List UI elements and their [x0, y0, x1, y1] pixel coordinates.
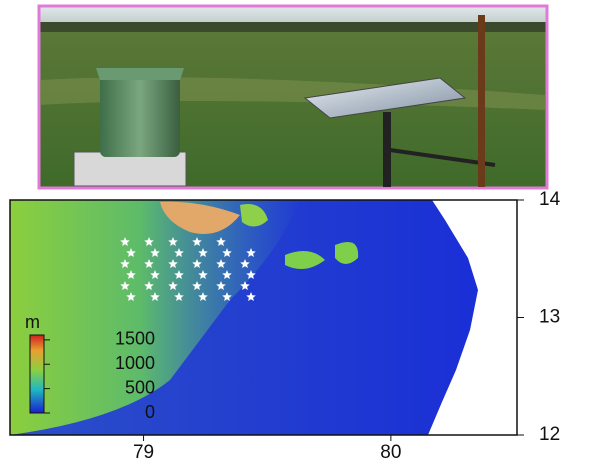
station-star — [120, 281, 130, 290]
colorbar-bar — [29, 334, 45, 414]
station-star — [150, 248, 160, 257]
station-star — [168, 281, 178, 290]
station-star — [168, 259, 178, 268]
gauge-base — [73, 151, 187, 187]
station-star — [174, 248, 184, 257]
highland — [10, 200, 300, 435]
station-star — [216, 281, 226, 290]
station-star — [240, 281, 250, 290]
station-star — [246, 248, 256, 257]
tree-line — [40, 22, 546, 32]
station-star — [174, 292, 184, 301]
station-star — [192, 237, 202, 246]
station-star — [222, 270, 232, 279]
y-tick-label: 13 — [539, 307, 560, 328]
station-star — [126, 248, 136, 257]
hill — [240, 204, 268, 227]
colorbar-tick-label: 500 — [125, 377, 155, 397]
station-star — [120, 259, 130, 268]
x-tick-label: 80 — [380, 442, 401, 463]
map: m 0 500 1000 1500 79 80 12 13 14 — [9, 189, 561, 463]
station-star — [198, 248, 208, 257]
station-star — [144, 237, 154, 246]
colorbar-tick-label: 1000 — [115, 353, 155, 373]
station-star — [198, 292, 208, 301]
station-star — [144, 281, 154, 290]
station-star — [192, 281, 202, 290]
solar-panel — [303, 77, 467, 119]
stations — [120, 237, 256, 301]
station-star — [168, 237, 178, 246]
panel-brace — [389, 148, 496, 167]
gauge-top — [96, 68, 184, 80]
colorbar-tick-label: 1500 — [115, 329, 155, 349]
colorbar-tick-label: 0 — [145, 402, 155, 422]
peak-area — [160, 201, 240, 234]
station-star — [222, 248, 232, 257]
station-star — [198, 270, 208, 279]
hill — [285, 251, 325, 269]
station-star — [150, 270, 160, 279]
panel-pole — [383, 112, 391, 187]
hill — [335, 241, 359, 264]
colorbar: m 0 500 1000 1500 — [25, 312, 155, 422]
station-star — [216, 237, 226, 246]
rain-gauge — [100, 75, 180, 157]
station-star — [174, 270, 184, 279]
mast — [478, 15, 485, 187]
station-star — [120, 237, 130, 246]
photo — [37, 4, 549, 190]
y-tick-label: 14 — [539, 189, 561, 210]
station-star — [246, 292, 256, 301]
station-star — [222, 292, 232, 301]
station-star — [240, 259, 250, 268]
station-star — [192, 259, 202, 268]
station-star — [144, 259, 154, 268]
station-star — [126, 270, 136, 279]
station-star — [126, 292, 136, 301]
station-star — [216, 259, 226, 268]
y-tick-label: 12 — [539, 424, 560, 445]
x-tick-label: 79 — [133, 442, 154, 463]
station-star — [150, 292, 160, 301]
colorbar-unit: m — [25, 312, 40, 332]
station-star — [246, 270, 256, 279]
